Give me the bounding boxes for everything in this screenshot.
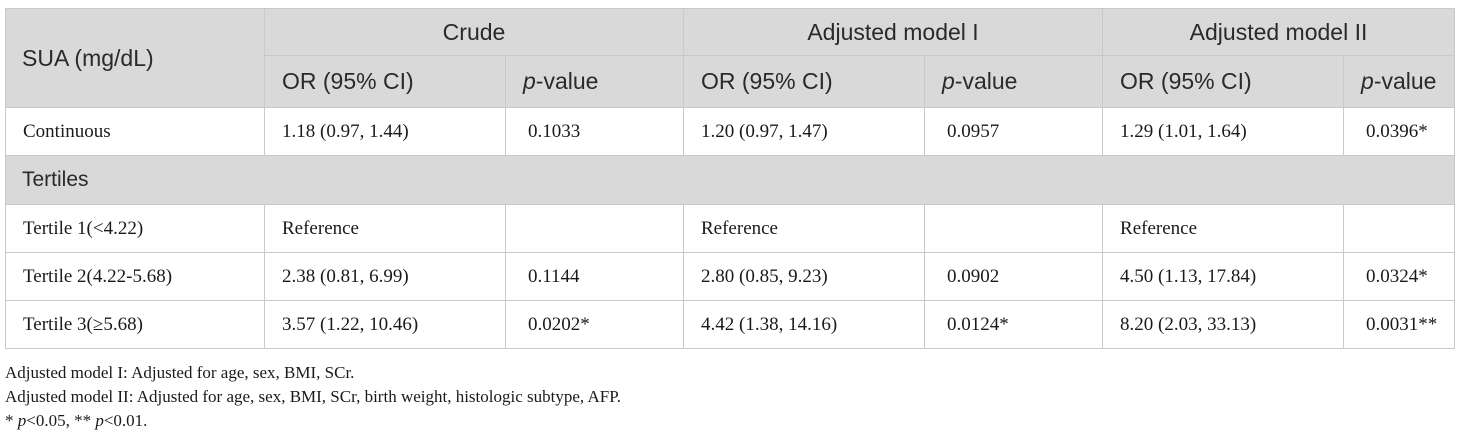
pvalue-cell: 0.0031**: [1343, 300, 1456, 349]
or-cell: 2.38 (0.81, 6.99): [264, 252, 506, 301]
p-italic: p: [95, 411, 104, 430]
group-header-model-1: Adjusted model I: [682, 8, 1104, 56]
footnote-model-1: Adjusted model I: Adjusted for age, sex,…: [5, 363, 355, 382]
table-row: Tertile 2(4.22-5.68) 2.38 (0.81, 6.99) 0…: [5, 252, 1456, 301]
results-table: SUA (mg/dL) Crude Adjusted model I Adjus…: [4, 8, 1456, 349]
or-cell: 3.57 (1.22, 10.46): [264, 300, 506, 349]
or-cell: Reference: [1102, 204, 1345, 253]
col-header-pvalue: p-value: [1343, 55, 1456, 108]
pvalue-cell: 0.0902: [923, 252, 1104, 301]
or-cell: 2.80 (0.85, 9.23): [683, 252, 925, 301]
col-header-or: OR (95% CI): [683, 55, 925, 108]
table-footnotes: Adjusted model I: Adjusted for age, sex,…: [5, 361, 621, 433]
sig-star: *: [5, 411, 18, 430]
pvalue-suffix: -value: [1373, 68, 1437, 94]
group-header-crude: Crude: [264, 8, 684, 56]
header-row-columns: OR (95% CI) p-value OR (95% CI) p-value …: [6, 55, 1456, 108]
pvalue-cell: 0.0124*: [923, 300, 1104, 349]
or-cell: Reference: [683, 204, 925, 253]
pvalue-cell: 0.1144: [505, 252, 684, 301]
p-italic: p: [1361, 68, 1374, 94]
row-label: Tertile 3(≥5.68): [5, 300, 265, 349]
p-italic: p: [17, 411, 27, 430]
section-label: Tertiles: [4, 155, 1456, 205]
pvalue-cell: 0.0324*: [1343, 252, 1456, 301]
sig-text: <0.01.: [103, 411, 148, 430]
row-label: Tertile 1(<4.22): [5, 204, 265, 253]
pvalue-cell: [1343, 204, 1456, 253]
table-row: Tertile 3(≥5.68) 3.57 (1.22, 10.46) 0.02…: [5, 300, 1456, 349]
col-header-pvalue: p-value: [923, 55, 1104, 108]
pvalue-cell: [505, 204, 684, 253]
pvalue-cell: 0.1033: [505, 107, 684, 156]
footnote-model-2: Adjusted model II: Adjusted for age, sex…: [5, 387, 622, 406]
or-cell: 4.42 (1.38, 14.16): [683, 300, 925, 349]
p-italic: p: [942, 68, 955, 94]
or-cell: Reference: [264, 204, 506, 253]
or-cell: 1.18 (0.97, 1.44): [264, 107, 506, 156]
or-cell: 1.29 (1.01, 1.64): [1102, 107, 1345, 156]
pvalue-cell: 0.0396*: [1343, 107, 1456, 156]
sig-text: <0.05, **: [26, 411, 96, 430]
table-row: Continuous 1.18 (0.97, 1.44) 0.1033 1.20…: [5, 107, 1456, 156]
row-label: Tertile 2(4.22-5.68): [5, 252, 265, 301]
pvalue-cell: [923, 204, 1104, 253]
group-header-model-2: Adjusted model II: [1102, 8, 1456, 56]
pvalue-cell: 0.0957: [923, 107, 1104, 156]
col-header-or: OR (95% CI): [1102, 55, 1345, 108]
pvalue-cell: 0.0202*: [505, 300, 684, 349]
p-italic: p: [523, 68, 536, 94]
or-cell: 4.50 (1.13, 17.84): [1102, 252, 1345, 301]
row-header-sua: SUA (mg/dL): [5, 8, 265, 108]
footnote-significance: * p<0.05, ** p<0.01.: [5, 409, 621, 433]
table-row: Tertile 1(<4.22) Reference Reference Ref…: [5, 204, 1456, 253]
or-cell: 8.20 (2.03, 33.13): [1102, 300, 1345, 349]
or-cell: 1.20 (0.97, 1.47): [683, 107, 925, 156]
col-header-or: OR (95% CI): [264, 55, 506, 108]
section-row-tertiles: Tertiles: [4, 155, 1456, 205]
pvalue-suffix: -value: [954, 68, 1018, 94]
col-header-pvalue: p-value: [505, 55, 684, 108]
pvalue-suffix: -value: [535, 68, 599, 94]
row-label: Continuous: [5, 107, 265, 156]
header-row-groups: SUA (mg/dL) Crude Adjusted model I Adjus…: [5, 8, 1456, 108]
